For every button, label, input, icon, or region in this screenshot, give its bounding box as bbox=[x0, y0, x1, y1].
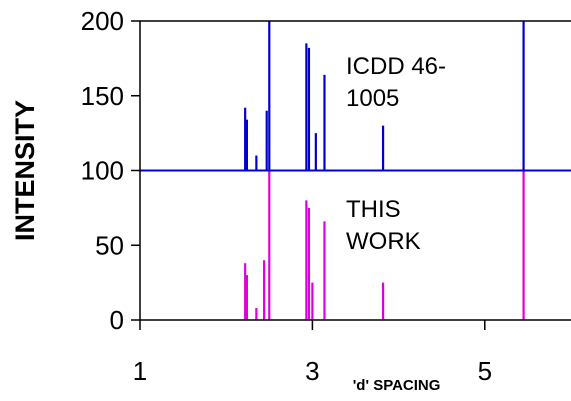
y-tick-label: 200 bbox=[81, 6, 124, 36]
series-annotation: 1005 bbox=[346, 85, 399, 112]
series-annotation: WORK bbox=[346, 228, 421, 255]
x-axis-title: 'd' SPACING bbox=[353, 377, 441, 394]
x-tick-label: 1 bbox=[133, 356, 147, 386]
y-axis-title: INTENSITY bbox=[10, 100, 40, 241]
labels-layer: 0 50 100 150 200 1 3 5 'd' SPACING INTENSITY ICDD … bbox=[10, 6, 492, 394]
x-tick-label: 3 bbox=[305, 356, 319, 386]
axes-layer bbox=[131, 20, 571, 330]
y-tick-label: 50 bbox=[95, 230, 124, 260]
y-tick-label: 100 bbox=[81, 156, 124, 186]
y-tick-label: 0 bbox=[110, 305, 124, 335]
series-annotation: THIS bbox=[346, 196, 401, 223]
peaks-layer bbox=[244, 21, 525, 320]
y-tick-label: 150 bbox=[81, 81, 124, 111]
series-annotation: ICDD 46- bbox=[346, 53, 446, 80]
x-tick-label: 5 bbox=[478, 356, 492, 386]
